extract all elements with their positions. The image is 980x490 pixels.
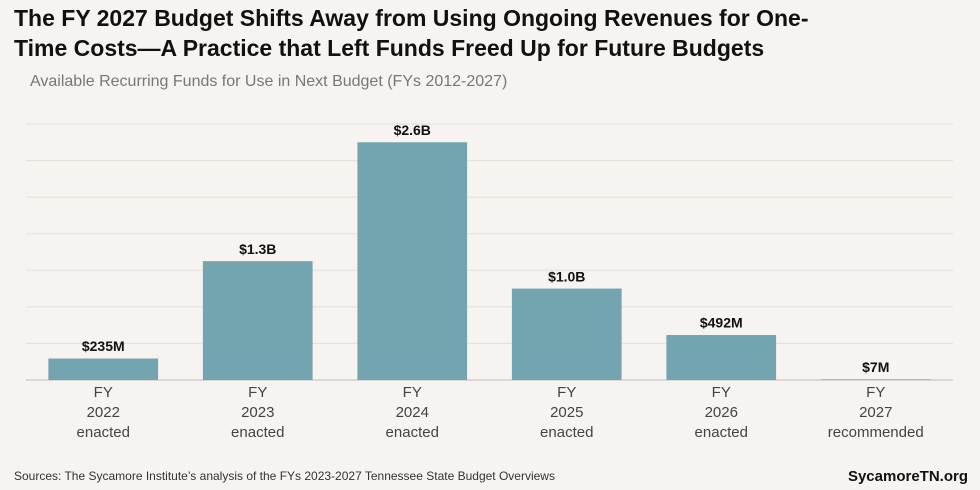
x-tick-label: recommended — [828, 424, 924, 441]
bar — [820, 379, 931, 380]
value-label: $1.3B — [239, 241, 276, 257]
x-tick-label: FY — [866, 384, 885, 401]
value-label: $235M — [82, 338, 125, 354]
x-tick-label: enacted — [77, 424, 130, 441]
chart-subtitle: Available Recurring Funds for Use in Nex… — [30, 73, 507, 90]
x-tick-label: FY — [248, 384, 267, 401]
x-tick-label: enacted — [540, 424, 593, 441]
bar — [511, 288, 622, 380]
x-tick-label: FY — [403, 384, 422, 401]
value-label: $7M — [862, 359, 889, 375]
x-tick-label: enacted — [231, 424, 284, 441]
value-label: $1.0B — [548, 268, 585, 284]
x-tick-label: enacted — [695, 424, 748, 441]
credit: SycamoreTN.org — [848, 468, 968, 485]
bar — [357, 142, 468, 380]
x-tick-label: 2022 — [87, 404, 120, 421]
x-tick-label: 2023 — [241, 404, 274, 421]
bar — [48, 358, 159, 380]
x-tick-label: 2027 — [859, 404, 892, 421]
source-note: Sources: The Sycamore Institute’s analys… — [14, 469, 555, 483]
x-tick-label: FY — [712, 384, 731, 401]
x-tick-label: enacted — [386, 424, 439, 441]
x-tick-label: 2026 — [705, 404, 738, 421]
x-tick-label: 2025 — [550, 404, 583, 421]
x-tick-label: 2024 — [396, 404, 429, 421]
bar — [202, 261, 313, 380]
chart-title: The FY 2027 Budget Shifts Away from Usin… — [14, 5, 808, 31]
chart-title: Time Costs—A Practice that Left Funds Fr… — [14, 35, 764, 61]
x-tick-label: FY — [557, 384, 576, 401]
x-tick-label: FY — [94, 384, 113, 401]
value-label: $492M — [700, 315, 743, 331]
bar — [666, 335, 777, 380]
value-label: $2.6B — [394, 122, 431, 138]
